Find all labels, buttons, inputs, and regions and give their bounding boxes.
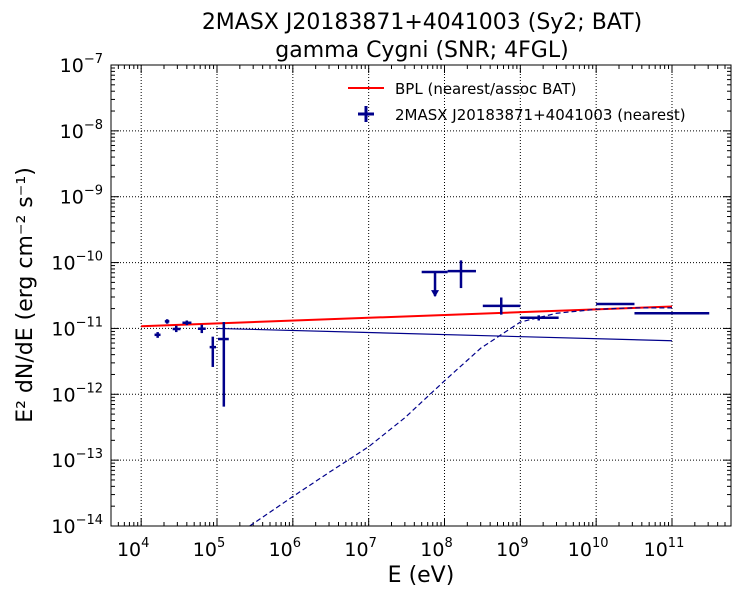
x-tick-label: 107 [344,536,376,561]
fermi-data-point [596,302,635,306]
bat-data-point [217,322,229,407]
x-tick-label: 108 [420,536,452,561]
x-tick-label: 106 [269,536,301,561]
bat-data-point [164,319,170,324]
bpl-model-line [141,305,673,328]
x-tick-labels: 104 105 106 107 108 109 1010 1011 [117,536,684,561]
fermi-data-point [520,315,559,321]
x-tick-label: 104 [117,536,149,561]
major-ticks [111,64,731,527]
y-tick-label: 10−8 [60,118,103,143]
bat-data-point [209,336,217,367]
y-tick-labels: 10−14 10−13 10−12 10−11 10−10 10−9 10−8 10−7 [51,52,103,538]
y-axis-label: E² dN/dE (erg cm⁻² s⁻¹) [13,167,38,423]
bat-data-point [182,320,192,326]
bat-data-point [154,332,161,338]
plot-frame [110,64,732,527]
y-tick-label: 10−11 [51,315,103,340]
fermi-data-point [634,312,710,315]
fermi-data-point [421,270,448,298]
series-layer [141,260,710,526]
y-tick-label: 10−9 [60,184,103,209]
legend-label-bpl: BPL (nearest/assoc BAT) [395,80,576,98]
legend: BPL (nearest/assoc BAT) 2MASX J20183871+… [348,80,686,124]
x-tick-label: 105 [193,536,225,561]
chart-title-line-2: gamma Cygni (SNR; 4FGL) [275,38,568,63]
legend-marker-errorbar [358,106,374,122]
gamma-model-dashed-curve [249,307,672,526]
minor-ticks [110,65,732,526]
chart-title-line-1: 2MASX J20183871+4041003 (Sy2; BAT) [202,10,642,35]
y-tick-label: 10−10 [51,250,103,275]
x-tick-label: 1010 [568,536,609,561]
y-tick-label: 10−14 [51,513,103,538]
y-tick-label: 10−12 [51,381,103,406]
bat-data-point [197,324,206,334]
source-powerlaw-line [216,327,673,342]
y-tick-label: 10−7 [60,52,103,77]
bat-data-point [172,325,181,333]
fermi-data-point [447,260,476,289]
legend-label-source: 2MASX J20183871+4041003 (nearest) [395,106,686,124]
x-axis-label: E (eV) [388,563,455,588]
grid-lines [111,64,731,527]
upper-limit-arrowhead [431,290,440,298]
y-tick-label: 10−13 [51,447,103,472]
x-tick-label: 109 [496,536,528,561]
x-tick-label: 1011 [644,536,685,561]
fermi-data-point [482,297,521,315]
